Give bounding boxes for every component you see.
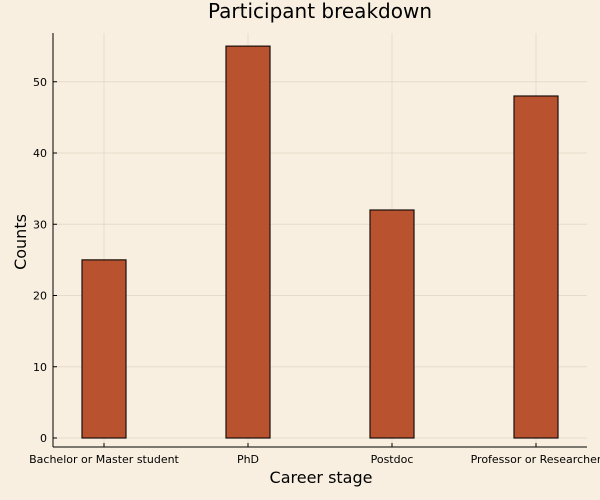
bar bbox=[513, 95, 559, 439]
axes-group bbox=[52, 33, 587, 448]
x-tick-label: PhD bbox=[237, 453, 259, 466]
chart-title: Participant breakdown bbox=[208, 0, 432, 23]
y-axis-label: Counts bbox=[11, 214, 30, 270]
bar bbox=[369, 209, 415, 439]
bars-group bbox=[81, 45, 559, 439]
x-axis-label: Career stage bbox=[270, 468, 373, 487]
x-tick-label: Postdoc bbox=[371, 453, 414, 466]
y-tick-label: 50 bbox=[33, 76, 47, 89]
y-tick-label: 0 bbox=[40, 432, 47, 445]
x-tick-label: Bachelor or Master student bbox=[29, 453, 179, 466]
y-tick-label: 20 bbox=[33, 290, 47, 303]
x-axis-ticks: Bachelor or Master student PhD Postdoc Prof… bbox=[29, 443, 600, 466]
bar bbox=[225, 45, 271, 439]
y-axis-ticks: 0 10 20 30 40 50 bbox=[33, 76, 57, 445]
bar bbox=[81, 259, 127, 439]
y-tick-label: 30 bbox=[33, 218, 47, 231]
x-tick-label: Professor or Researcher bbox=[471, 453, 600, 466]
y-tick-label: 40 bbox=[33, 147, 47, 160]
y-tick-label: 10 bbox=[33, 361, 47, 374]
